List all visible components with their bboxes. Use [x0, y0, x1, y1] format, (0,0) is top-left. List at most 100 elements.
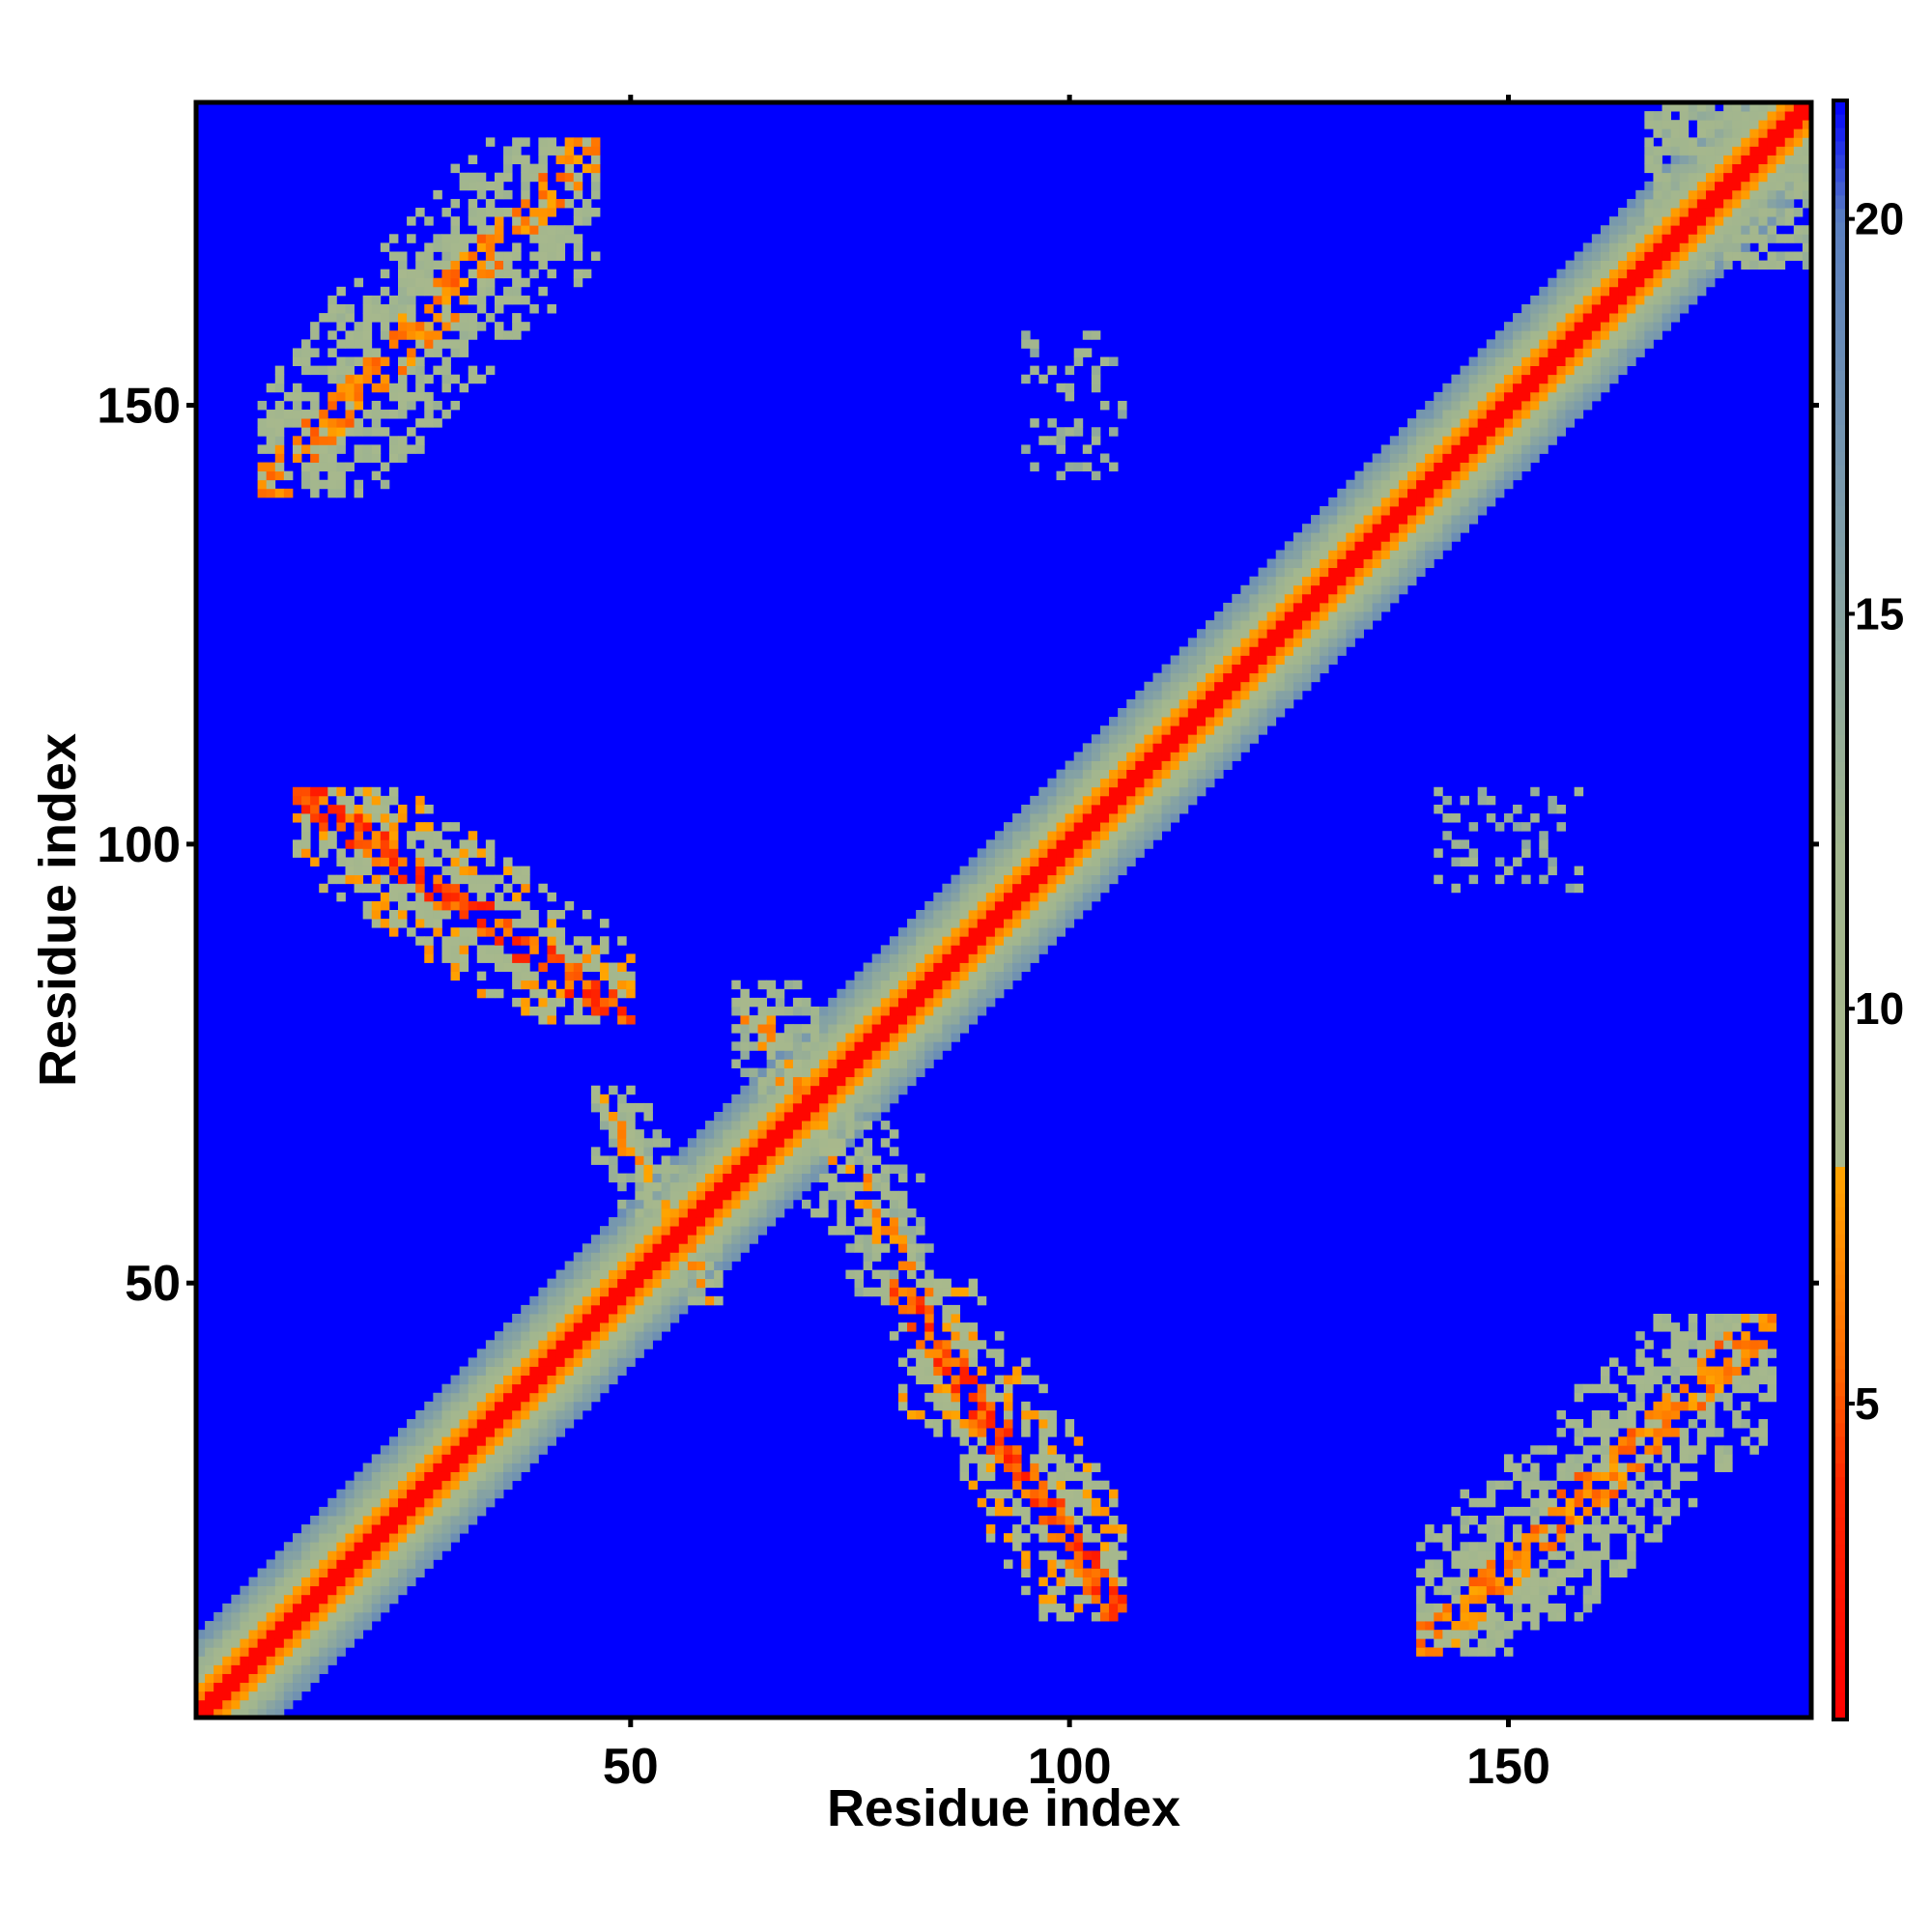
heatmap-cell [1082, 1480, 1093, 1491]
heatmap-cell [345, 365, 355, 376]
heatmap-cell [362, 374, 373, 384]
heatmap-cell [1530, 1611, 1540, 1622]
heatmap-cell [678, 1287, 689, 1297]
heatmap-cell [1284, 620, 1294, 630]
heatmap-cell [1179, 725, 1189, 735]
heatmap-cell [476, 1445, 487, 1455]
heatmap-cell [555, 1428, 566, 1437]
heatmap-cell [222, 1621, 232, 1631]
heatmap-cell [1600, 1471, 1610, 1482]
heatmap-cell [336, 365, 346, 376]
heatmap-cell [371, 804, 382, 814]
heatmap-cell [512, 1322, 522, 1332]
heatmap-cell [1530, 304, 1540, 314]
heatmap-cell [1223, 672, 1233, 683]
heatmap-cell [1073, 1516, 1084, 1525]
heatmap-cell [1187, 717, 1198, 726]
heatmap-cell [802, 1006, 811, 1016]
heatmap-cell [1582, 322, 1593, 331]
heatmap-cell [1468, 427, 1479, 437]
heatmap-cell [942, 962, 952, 973]
heatmap-cell [441, 1428, 451, 1437]
heatmap-cell [1301, 567, 1312, 578]
heatmap-cell [1004, 1533, 1013, 1543]
heatmap-cell [897, 962, 908, 973]
heatmap-cell [301, 831, 311, 840]
heatmap-cell [415, 269, 425, 279]
heatmap-cell [1266, 593, 1277, 604]
heatmap-cell [1494, 1524, 1505, 1534]
heatmap-cell [1056, 383, 1066, 393]
heatmap-cell [388, 453, 399, 463]
heatmap-cell [1582, 1550, 1593, 1560]
heatmap-cell [433, 857, 442, 867]
heatmap-cell [1574, 1436, 1584, 1446]
heatmap-cell [1460, 1638, 1470, 1648]
heatmap-cell [1548, 410, 1557, 419]
heatmap-cell [705, 1121, 715, 1130]
heatmap-cell [871, 962, 882, 973]
heatmap-cell [274, 1638, 285, 1648]
heatmap-cell [1425, 1559, 1435, 1569]
heatmap-cell [407, 927, 416, 937]
heatmap-cell [362, 1568, 373, 1578]
heatmap-cell [1320, 611, 1329, 621]
heatmap-cell [1565, 374, 1576, 384]
heatmap-cell [310, 1594, 320, 1605]
heatmap-cell [889, 953, 899, 963]
heatmap-cell [345, 313, 355, 323]
heatmap-cell [1293, 602, 1303, 612]
heatmap-cell [468, 198, 478, 209]
heatmap-cell [503, 1366, 513, 1377]
heatmap-cell [459, 1375, 469, 1385]
heatmap-cell [529, 1304, 539, 1315]
heatmap-cell [678, 1208, 689, 1218]
heatmap-cell [626, 1278, 636, 1289]
heatmap-cell [880, 1208, 891, 1218]
heatmap-cell [292, 1656, 302, 1665]
heatmap-cell [424, 286, 434, 297]
heatmap-cell [476, 1463, 487, 1472]
heatmap-cell [1328, 541, 1338, 551]
heatmap-cell [942, 883, 952, 894]
heatmap-cell [1099, 752, 1110, 761]
heatmap-cell [1513, 330, 1522, 340]
heatmap-cell [635, 1164, 644, 1175]
heatmap-cell [924, 962, 934, 973]
heatmap-cell [985, 848, 996, 858]
heatmap-cell [512, 216, 522, 226]
heatmap-cell [652, 1173, 663, 1183]
heatmap-cell [354, 804, 364, 814]
heatmap-cell [1530, 356, 1540, 367]
heatmap-cell [1214, 734, 1224, 744]
heatmap-cell [240, 1664, 249, 1674]
heatmap-cell [1047, 831, 1057, 840]
heatmap-cell [1311, 584, 1321, 595]
heatmap-cell [1109, 1585, 1119, 1596]
heatmap-cell [327, 804, 337, 814]
heatmap-cell [248, 1603, 259, 1613]
heatmap-cell [1407, 541, 1417, 551]
heatmap-cell [985, 1524, 996, 1534]
heatmap-cell [292, 786, 302, 797]
heatmap-cell [687, 1181, 697, 1192]
heatmap-cell [512, 286, 522, 297]
heatmap-cell [1442, 497, 1452, 507]
heatmap-cell [1073, 883, 1084, 894]
heatmap-cell [1494, 1585, 1505, 1596]
heatmap-cell [871, 1269, 882, 1280]
heatmap-cell [1556, 1489, 1566, 1499]
heatmap-cell [959, 980, 970, 990]
heatmap-cell [371, 356, 382, 367]
heatmap-cell [564, 900, 575, 911]
heatmap-cell [468, 216, 478, 226]
heatmap-cell [854, 1006, 865, 1016]
heatmap-cell [415, 444, 425, 454]
heatmap-cell [450, 1436, 461, 1446]
heatmap-cell [424, 1516, 434, 1525]
heatmap-cell [1328, 558, 1338, 569]
heatmap-cell [1635, 234, 1645, 243]
heatmap-cell [1196, 743, 1207, 753]
heatmap-cell [362, 910, 373, 920]
heatmap-cell [1513, 1585, 1522, 1596]
